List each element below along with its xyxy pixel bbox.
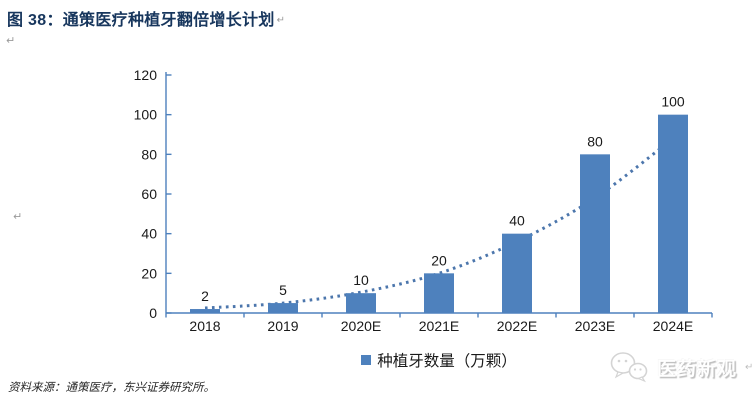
category-label: 2019 xyxy=(267,318,298,334)
y-tick-label: 100 xyxy=(134,107,158,123)
source-note: 资料来源：通策医疗，东兴证券研究所。 xyxy=(8,382,215,394)
bar xyxy=(346,293,376,313)
category-label: 2018 xyxy=(189,318,220,334)
category-label: 2021E xyxy=(419,318,459,334)
bar-value-label: 80 xyxy=(587,133,603,149)
category-label: 2020E xyxy=(341,318,381,334)
paragraph-mark-icon: ↵ xyxy=(6,35,16,47)
bar-value-label: 2 xyxy=(201,288,209,304)
bar-value-label: 5 xyxy=(279,282,287,298)
bar xyxy=(268,303,298,313)
legend-label: 种植牙数量（万颗） xyxy=(377,353,517,370)
y-tick-label: 40 xyxy=(141,226,157,242)
paragraph-mark-icon: ↵ xyxy=(276,15,286,26)
bar xyxy=(190,309,220,313)
figure-title-text: 图 38：通策医疗种植牙翻倍增长计划 xyxy=(7,12,275,29)
trend-dotted-line xyxy=(204,137,674,310)
y-tick-label: 20 xyxy=(141,265,157,281)
bar xyxy=(424,273,454,313)
chart-legend: 种植牙数量（万颗） xyxy=(166,349,712,371)
bar-value-label: 10 xyxy=(353,272,369,288)
y-tick-label: 0 xyxy=(149,305,157,321)
bar xyxy=(580,154,610,313)
bar xyxy=(502,233,532,313)
legend-marker-square xyxy=(361,355,372,365)
y-tick-label: 80 xyxy=(141,146,157,162)
bar-value-label: 20 xyxy=(431,252,447,268)
watermark-text: 医药新观 xyxy=(657,358,738,380)
category-label: 2023E xyxy=(575,318,615,334)
paragraph-mark-icon: ↵ xyxy=(745,361,754,373)
category-label: 2024E xyxy=(653,318,693,334)
watermark: 医药新观 ↵ xyxy=(608,350,753,384)
bar-value-label: 40 xyxy=(509,213,525,229)
y-tick-label: 60 xyxy=(141,186,157,202)
bar-value-label: 100 xyxy=(661,94,685,110)
figure-title: 图 38：通策医疗种植牙翻倍增长计划 ↵ xyxy=(7,6,285,30)
bar xyxy=(658,114,688,314)
wechat-bubbles-icon xyxy=(610,352,648,383)
paragraph-mark-icon: ↵ xyxy=(13,211,23,223)
y-tick-label: 120 xyxy=(134,67,158,83)
category-label: 2022E xyxy=(497,318,537,334)
